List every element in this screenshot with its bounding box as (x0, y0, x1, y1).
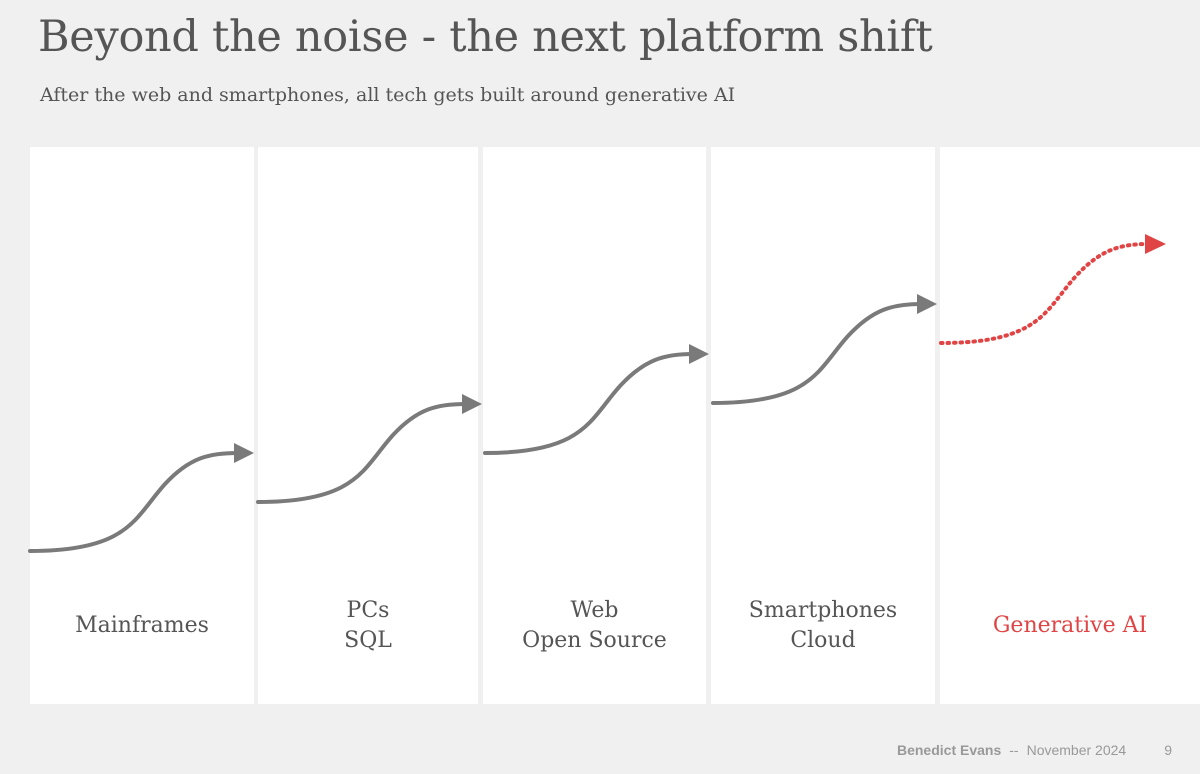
footer-separator: -- (1009, 742, 1019, 758)
era-label: PCs SQL (258, 594, 478, 658)
era-panel-generative-ai: Generative AI (940, 147, 1200, 704)
era-label-line: Smartphones (748, 598, 898, 623)
era-label-line: Open Source (522, 628, 667, 653)
era-label-line: Cloud (790, 628, 856, 653)
era-label: Smartphones Cloud (711, 594, 935, 658)
s-curve-arrow-icon (256, 394, 482, 504)
era-label: Web Open Source (483, 594, 706, 658)
era-panel-smartphones: Smartphones Cloud (711, 147, 935, 704)
s-curve-arrow-icon (28, 443, 254, 553)
s-curve-arrow-icon (483, 344, 709, 455)
era-panels: Mainframes PCs SQL Web Open Source Smart… (0, 147, 1200, 704)
s-curve-arrow-icon (711, 294, 937, 405)
era-label-line: Mainframes (75, 613, 209, 638)
era-label: Mainframes (30, 594, 254, 658)
era-label-line: Web (570, 598, 619, 623)
era-panel-mainframes: Mainframes (30, 147, 254, 704)
footer-author: Benedict Evans (896, 742, 1002, 758)
era-panel-web: Web Open Source (483, 147, 706, 704)
slide-footer: Benedict Evans -- November 2024 9 (897, 742, 1172, 758)
era-label-line: SQL (344, 628, 392, 653)
page-number: 9 (1164, 742, 1172, 758)
slide-subtitle: After the web and smartphones, all tech … (40, 84, 736, 106)
dotted-s-curve-arrow-icon (939, 234, 1166, 345)
era-label-line: PCs (346, 598, 390, 623)
slide-title: Beyond the noise - the next platform shi… (38, 12, 933, 62)
platform-curves (28, 234, 1166, 553)
era-label-line: Generative AI (992, 613, 1148, 638)
footer-date: November 2024 (1026, 742, 1127, 758)
era-panel-pcs: PCs SQL (258, 147, 478, 704)
era-label: Generative AI (940, 594, 1200, 658)
